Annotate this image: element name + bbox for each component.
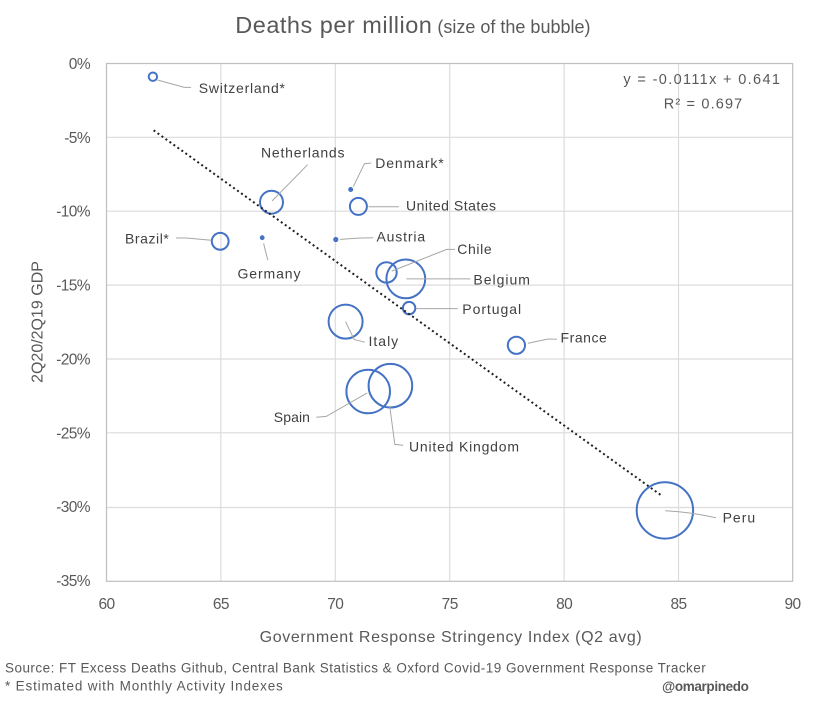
svg-text:-25%: -25% bbox=[56, 425, 91, 442]
svg-text:* Estimated with Monthly Activ: * Estimated with Monthly Activity Indexe… bbox=[5, 678, 284, 693]
svg-text:-5%: -5% bbox=[64, 130, 91, 147]
svg-text:Portugal: Portugal bbox=[462, 301, 522, 317]
svg-text:Chile: Chile bbox=[457, 241, 492, 257]
svg-text:Peru: Peru bbox=[723, 509, 757, 525]
svg-text:y = -0.0111x + 0.641: y = -0.0111x + 0.641 bbox=[623, 72, 781, 88]
svg-text:@omarpinedo: @omarpinedo bbox=[662, 679, 749, 694]
svg-text:United States: United States bbox=[406, 198, 497, 214]
svg-text:90: 90 bbox=[784, 596, 801, 613]
svg-text:Switzerland*: Switzerland* bbox=[199, 80, 286, 96]
svg-text:75: 75 bbox=[442, 596, 458, 613]
svg-text:Denmark*: Denmark* bbox=[375, 155, 444, 171]
svg-text:Source: FT Excess Deaths Githu: Source: FT Excess Deaths Github, Central… bbox=[5, 660, 706, 675]
svg-text:Germany: Germany bbox=[238, 265, 302, 281]
svg-text:60: 60 bbox=[98, 596, 115, 613]
svg-text:-15%: -15% bbox=[56, 278, 91, 295]
svg-text:-30%: -30% bbox=[56, 499, 91, 516]
svg-text:70: 70 bbox=[327, 596, 344, 613]
svg-text:2Q20/2Q19 GDP: 2Q20/2Q19 GDP bbox=[30, 261, 47, 383]
svg-text:65: 65 bbox=[213, 596, 229, 613]
svg-text:Italy: Italy bbox=[369, 333, 400, 349]
svg-text:Spain: Spain bbox=[274, 409, 310, 425]
svg-text:-35%: -35% bbox=[56, 573, 91, 590]
svg-text:R² = 0.697: R² = 0.697 bbox=[664, 96, 744, 112]
svg-text:-20%: -20% bbox=[56, 351, 91, 368]
svg-text:-10%: -10% bbox=[56, 204, 91, 221]
svg-text:Deaths per million (size of th: Deaths per million (size of the bubble) bbox=[235, 12, 590, 38]
svg-text:Brazil*: Brazil* bbox=[125, 231, 169, 247]
svg-text:0%: 0% bbox=[69, 56, 91, 73]
svg-text:Austria: Austria bbox=[377, 229, 426, 245]
svg-text:80: 80 bbox=[556, 596, 573, 613]
svg-text:Netherlands: Netherlands bbox=[261, 144, 345, 160]
svg-text:Belgium: Belgium bbox=[473, 272, 531, 288]
svg-text:France: France bbox=[561, 330, 608, 346]
svg-text:85: 85 bbox=[670, 596, 686, 613]
svg-text:United Kingdom: United Kingdom bbox=[409, 439, 520, 455]
svg-text:Government Response Stringency: Government Response Stringency Index (Q2… bbox=[260, 629, 643, 646]
